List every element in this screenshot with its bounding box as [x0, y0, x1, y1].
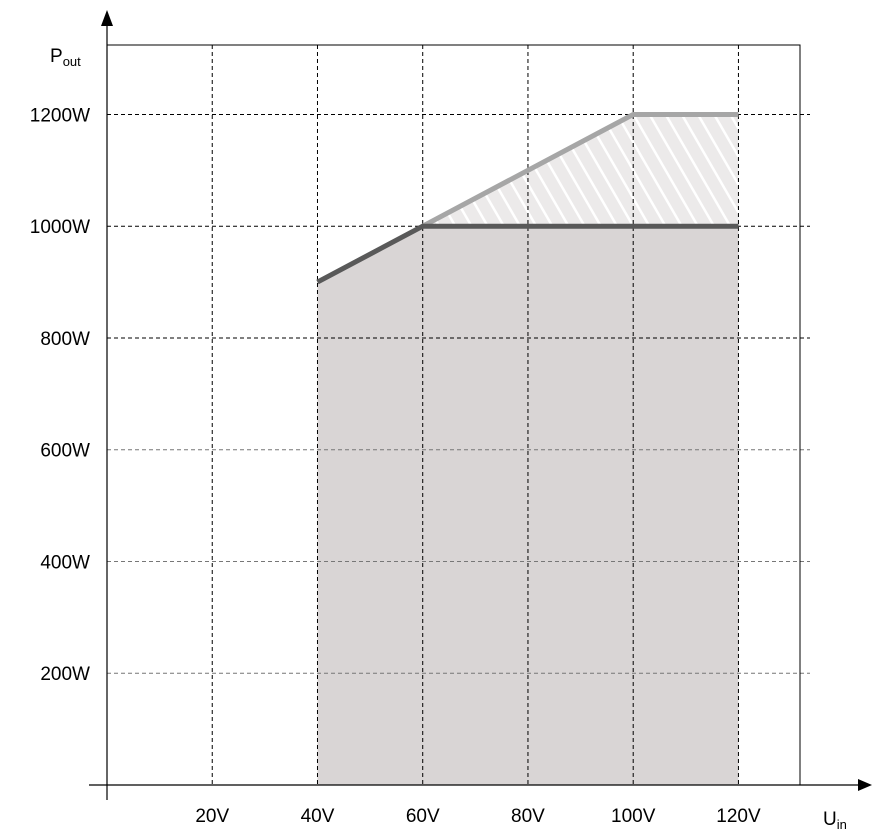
y-axis-title-sub: out: [63, 54, 81, 69]
y-tick-label: 800W: [40, 329, 90, 350]
x-tick-label: 60V: [406, 806, 440, 827]
x-axis-title-sub: in: [837, 817, 847, 829]
y-axis-title-main: P: [50, 46, 63, 67]
y-axis-title: Pout: [50, 46, 81, 69]
x-axis-title-main: U: [823, 809, 837, 829]
y-tick-labels: 200W 400W 600W 800W 1000W 1200W: [30, 105, 90, 685]
series-lines: [316, 111, 739, 285]
y-tick-label: 600W: [40, 441, 90, 462]
x-axis-arrow-icon: [858, 779, 872, 791]
y-tick-label: 200W: [40, 664, 90, 685]
y-tick-label: 1000W: [30, 217, 90, 238]
x-tick-label: 20V: [195, 806, 229, 827]
area-fill-2: [422, 114, 739, 227]
area-fill-1: [317, 226, 739, 785]
area-fills: [317, 114, 739, 785]
series-line-2: [421, 111, 739, 229]
y-tick-label: 400W: [40, 552, 90, 573]
series-line-1: [316, 223, 739, 285]
axes: [89, 10, 872, 800]
x-tick-label: 120V: [716, 806, 761, 827]
x-tick-label: 40V: [301, 806, 335, 827]
x-tick-label: 100V: [611, 806, 656, 827]
x-tick-labels: 20V 40V 60V 80V 100V 120V: [195, 806, 761, 827]
x-tick-label: 80V: [511, 806, 545, 827]
x-axis-title: Uin: [823, 809, 847, 829]
y-axis-arrow-icon: [101, 10, 113, 26]
y-tick-label: 1200W: [30, 105, 90, 126]
